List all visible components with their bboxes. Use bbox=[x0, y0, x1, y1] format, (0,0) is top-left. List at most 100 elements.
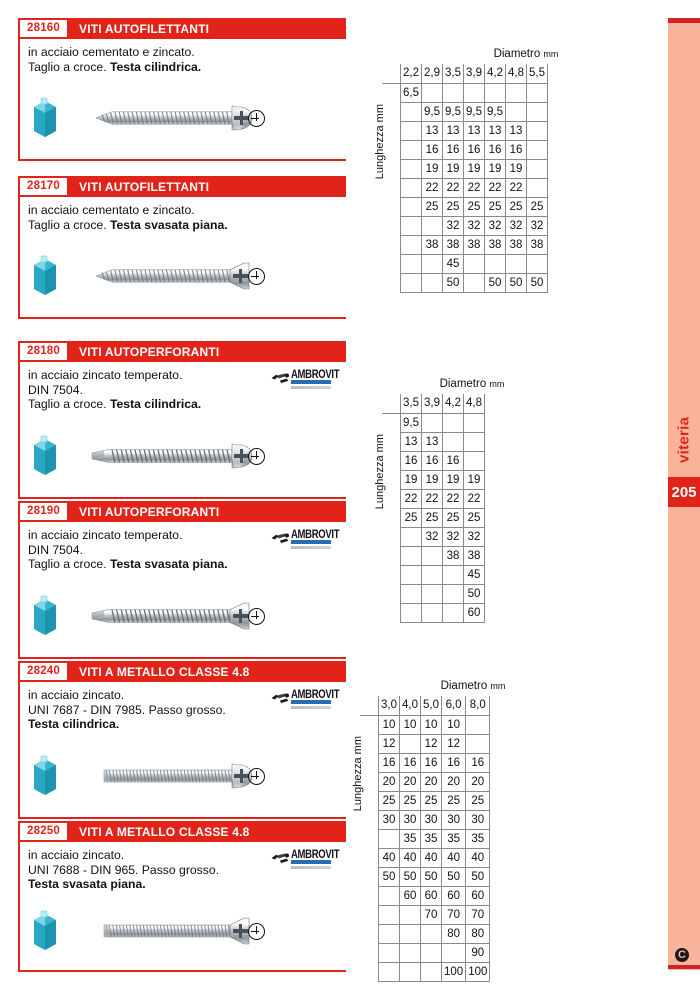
table-cell bbox=[421, 253, 443, 274]
packaging-icon bbox=[32, 910, 58, 950]
table-cell: 60 bbox=[440, 885, 466, 906]
table-column-header: 4,2 bbox=[484, 64, 506, 84]
product-code: 28170 bbox=[20, 178, 67, 195]
table-cell: 32 bbox=[463, 215, 485, 236]
table-row: 9,5 9,5 9,5 9,5 bbox=[400, 101, 548, 122]
table-cell: 9,5 bbox=[484, 101, 506, 122]
table-cell: 80 bbox=[440, 923, 466, 944]
table-row: 70 70 70 bbox=[378, 904, 491, 925]
table-row: 25 25 25 25 25 bbox=[378, 790, 491, 811]
table-cell: 12 bbox=[440, 733, 466, 754]
table-column-header: 4,2 bbox=[442, 394, 464, 414]
table-column-header: 3,0 bbox=[378, 696, 400, 716]
table-row: 9,5 bbox=[400, 412, 485, 433]
screw-illustration bbox=[91, 443, 253, 469]
table-row: 25 25 25 25 25 25 bbox=[400, 196, 548, 217]
table-cell: 19 bbox=[442, 469, 464, 490]
table-cell: 45 bbox=[442, 253, 464, 274]
desc-line-3: Taglio a croce. Testa svasata piana. bbox=[28, 217, 228, 232]
table-cell: 19 bbox=[442, 158, 464, 179]
screw-image bbox=[82, 101, 282, 140]
table-cell: 38 bbox=[463, 234, 485, 255]
table-cell: 30 bbox=[465, 809, 491, 830]
desc-line-1: in acciaio zincato temperato. bbox=[28, 368, 183, 382]
table-row: 90 bbox=[378, 942, 491, 963]
desc-line-1: in acciaio cementato e zincato. bbox=[28, 45, 195, 59]
table-cell bbox=[463, 450, 485, 471]
table-cell: 50 bbox=[378, 866, 400, 887]
product-description: in acciaio zincato temperato. DIN 7504. Ta… bbox=[28, 368, 346, 412]
package-icon bbox=[34, 755, 56, 795]
table-row: 80 80 bbox=[378, 923, 491, 944]
table-diameter-title: Diametro mm bbox=[439, 378, 505, 390]
table-cell: 19 bbox=[421, 158, 443, 179]
table-row: 50 50 50 50 50 bbox=[378, 866, 491, 887]
screw-image bbox=[82, 439, 282, 478]
brand-name: AMBROVIT bbox=[291, 848, 340, 862]
table-row: 16 16 16 16 16 bbox=[378, 752, 491, 773]
table-row: 60 bbox=[400, 602, 485, 623]
brand-logo: AMBROVIT bbox=[270, 368, 340, 392]
table-cell: 25 bbox=[440, 790, 466, 811]
table-cell: 30 bbox=[440, 809, 466, 830]
table-cell bbox=[400, 253, 422, 274]
table-cell bbox=[378, 828, 400, 849]
table-cell bbox=[505, 253, 527, 274]
table-cell bbox=[463, 272, 485, 293]
table-cell bbox=[463, 431, 485, 452]
table-cell: 6,5 bbox=[400, 82, 422, 103]
table-cell: 35 bbox=[440, 828, 466, 849]
table-cell bbox=[526, 82, 548, 103]
table-cell bbox=[440, 942, 466, 963]
wrench-icon bbox=[271, 853, 289, 863]
table-cell: 80 bbox=[465, 923, 491, 944]
screw-image bbox=[82, 759, 282, 798]
table-cell bbox=[421, 602, 443, 623]
table-cell: 25 bbox=[378, 790, 400, 811]
table-cell: 12 bbox=[378, 733, 400, 754]
table-row: 30 30 30 30 30 bbox=[378, 809, 491, 830]
table-cell: 22 bbox=[463, 177, 485, 198]
table-row: 10 10 10 10 bbox=[378, 714, 491, 735]
table-column-header: 8,0 bbox=[465, 696, 491, 716]
screw-image bbox=[82, 259, 282, 298]
screw-illustration bbox=[103, 763, 253, 789]
table-cell: 20 bbox=[465, 771, 491, 792]
table-cell: 50 bbox=[526, 272, 548, 293]
product-header-bar: 28160 VITI AUTOFILETTANTI bbox=[18, 18, 346, 39]
table-cell bbox=[400, 120, 422, 141]
table-cell: 10 bbox=[440, 714, 466, 735]
table-cell: 38 bbox=[442, 234, 464, 255]
brand-tagline-bar bbox=[291, 700, 331, 704]
table-cell: 25 bbox=[505, 196, 527, 217]
table-length-title: Lunghezza mm bbox=[352, 736, 364, 812]
table-cell: 10 bbox=[420, 714, 442, 735]
table-cell: 35 bbox=[465, 828, 491, 849]
desc-head-type: Testa svasata piana. bbox=[109, 557, 228, 572]
table-row: 60 60 60 60 bbox=[378, 885, 491, 906]
table-cell: 22 bbox=[421, 177, 443, 198]
table-cell: 38 bbox=[484, 234, 506, 255]
table-cell: 16 bbox=[420, 752, 442, 773]
table-row: 50 50 50 50 bbox=[400, 272, 548, 293]
table-cell bbox=[442, 583, 464, 604]
table-cell bbox=[399, 942, 421, 963]
table-cell: 25 bbox=[463, 196, 485, 217]
table-cell bbox=[378, 961, 400, 982]
table-row: 16 16 16 bbox=[400, 450, 485, 471]
table-cell: 40 bbox=[378, 847, 400, 868]
table-cell: 16 bbox=[440, 752, 466, 773]
table-cell: 25 bbox=[399, 790, 421, 811]
table-cell bbox=[442, 564, 464, 585]
table-cell bbox=[400, 215, 422, 236]
page-number-badge: 205 bbox=[668, 477, 700, 507]
table-cell bbox=[400, 602, 422, 623]
sidebar-top-rule bbox=[668, 18, 700, 23]
table-cell: 50 bbox=[463, 583, 485, 604]
table-cell: 22 bbox=[442, 488, 464, 509]
table-cell: 19 bbox=[463, 158, 485, 179]
table-cell: 32 bbox=[526, 215, 548, 236]
table-cell: 50 bbox=[442, 272, 464, 293]
copyright-icon: C bbox=[675, 948, 689, 962]
